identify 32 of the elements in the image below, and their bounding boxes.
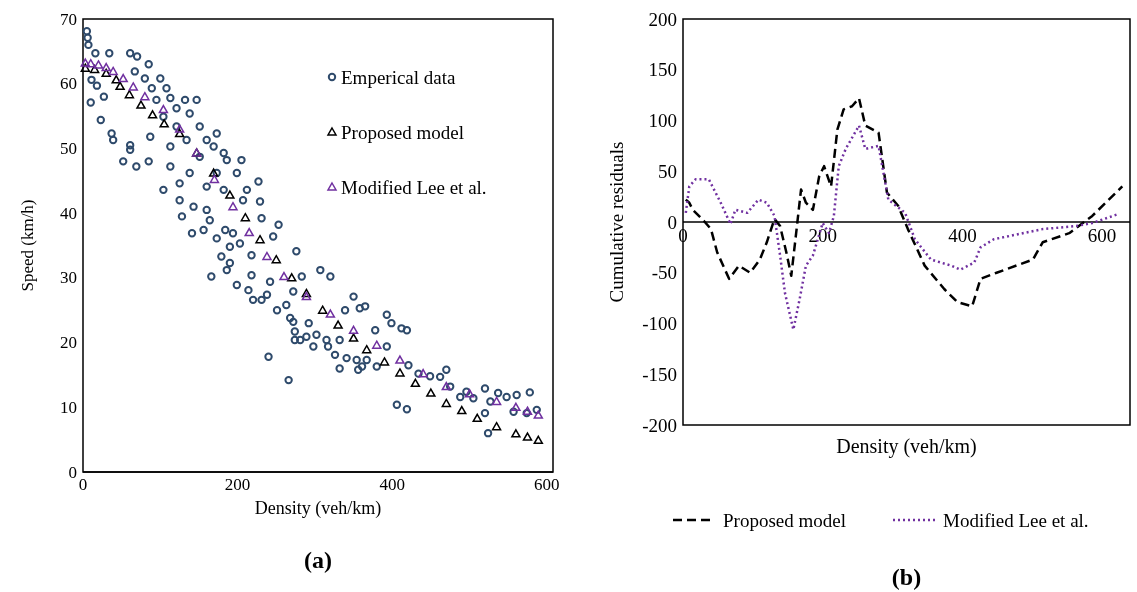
x-tick-label: 600 <box>534 475 560 494</box>
y-tick-label: -150 <box>642 363 677 385</box>
y-tick-label: 60 <box>60 74 77 94</box>
y-tick-label: 70 <box>60 9 77 29</box>
legend-label: Modified Lee et al. <box>341 176 487 198</box>
y-tick-label: 30 <box>60 268 77 288</box>
y-tick-label: 40 <box>60 203 77 223</box>
x-tick-label: 400 <box>379 475 405 494</box>
y-axis-title: Speed (km/h) <box>18 199 37 292</box>
y-tick-label: 20 <box>60 333 77 353</box>
legend-label: Proposed model <box>341 121 464 143</box>
x-tick-label: 200 <box>808 224 837 246</box>
y-tick-label: -200 <box>642 414 677 436</box>
x-tick-label: 200 <box>224 475 251 494</box>
legend-label: Proposed model <box>723 509 846 531</box>
y-tick-label: 50 <box>60 138 77 158</box>
y-tick-label: 10 <box>60 397 77 417</box>
y-tick-label: 150 <box>648 59 677 81</box>
text: (b) <box>891 564 922 590</box>
text: (a) <box>304 547 332 573</box>
legend-label: Modified Lee et al. <box>943 509 1089 531</box>
y-tick-label: -50 <box>651 262 677 284</box>
y-tick-label: 100 <box>648 110 677 131</box>
y-tick-label: -100 <box>642 313 677 334</box>
x-tick-label: 600 <box>1087 224 1117 246</box>
y-tick-label: 200 <box>648 8 677 30</box>
y-axis-title: Cumulative residuals <box>606 141 627 303</box>
legend-label: Emperical data <box>341 66 457 88</box>
y-tick-label: 50 <box>658 160 677 182</box>
x-axis-title: Density (veh/km) <box>254 498 382 519</box>
x-axis-title: Density (veh/km) <box>836 435 977 458</box>
x-tick-label: 400 <box>948 224 977 246</box>
